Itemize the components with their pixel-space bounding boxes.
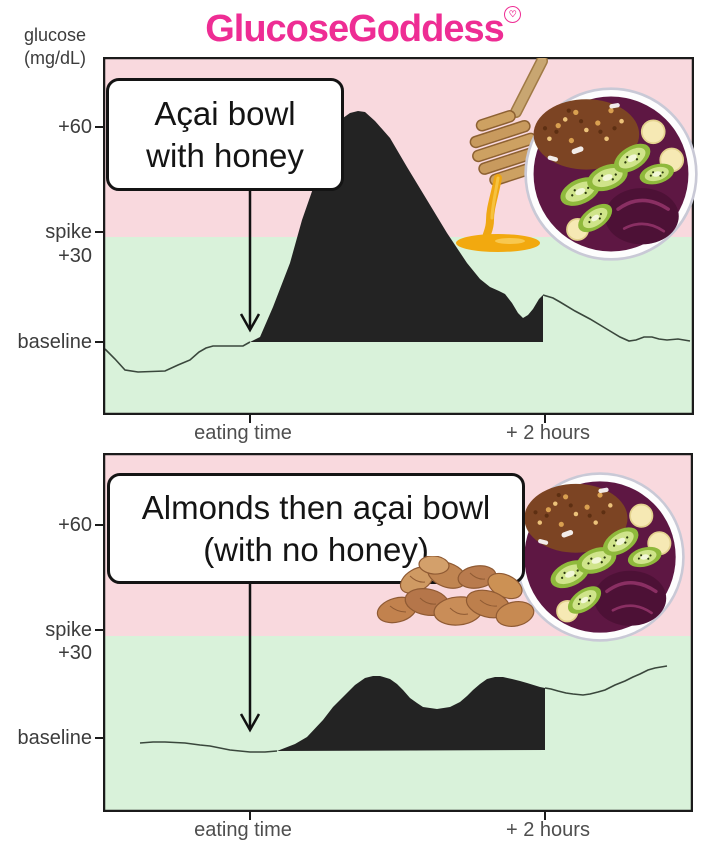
heart-registered-icon: ♡ [503, 6, 521, 23]
x-label-two-hours: + 2 hours [506, 422, 590, 444]
glucose-line-pre [139, 741, 278, 753]
y-tick-spike [95, 629, 104, 631]
x-tick-two-hours [544, 415, 546, 423]
y-label-plus60: +60 [58, 514, 92, 536]
almonds-image [372, 555, 542, 634]
y-label-plus60: +60 [58, 116, 92, 138]
annotation-arrow-head [239, 313, 261, 333]
y-label-baseline: baseline [17, 727, 92, 749]
acai-bowl-image [523, 86, 699, 262]
x-label-two-hours: + 2 hours [506, 819, 590, 841]
annotation-arrow-head [239, 713, 261, 733]
glucose-spike-area [277, 676, 545, 751]
acai-bowl-image [514, 471, 686, 643]
chart-border [103, 57, 694, 415]
brand-logo: GlucoseGoddess ♡ [0, 6, 726, 51]
y-label-spike: spike [45, 221, 92, 243]
y-label-baseline: baseline [17, 331, 92, 353]
x-label-eating-time: eating time [194, 819, 292, 841]
chart-border [103, 453, 693, 812]
x-label-eating-time: eating time [194, 422, 292, 444]
kiwi-slices [560, 143, 674, 233]
y-label-plus30: +30 [58, 245, 92, 267]
glucose-line-pre [104, 341, 251, 373]
y-label-spike: spike [45, 619, 92, 641]
kiwi-slices [550, 527, 662, 614]
y-tick-plus60 [95, 524, 104, 526]
y-tick-plus60 [95, 126, 104, 128]
annotation-text-line2: (with no honey) [203, 530, 429, 568]
honey-dipper-image [448, 55, 560, 254]
glucose-line-post [542, 294, 691, 342]
x-tick-two-hours [544, 812, 546, 820]
annotation-text-line1: Açai bowl [154, 94, 296, 132]
y-axis-title: glucose (mg/dL) [16, 24, 94, 69]
x-tick-eating-time [249, 812, 251, 820]
y-label-plus30: +30 [58, 642, 92, 664]
annotation-text-line1: Almonds then açai bowl [141, 488, 491, 526]
brand-logo-text: GlucoseGoddess [205, 8, 505, 50]
x-tick-eating-time [249, 415, 251, 423]
annotation-box-acai-honey: Açai bowl with honey [106, 78, 344, 191]
y-tick-baseline [95, 737, 104, 739]
y-tick-spike [95, 231, 104, 233]
annotation-text-line2: with honey [146, 136, 304, 174]
y-tick-baseline [95, 341, 104, 343]
glucose-line-post [544, 665, 668, 696]
y-axis-title-line2: (mg/dL) [23, 47, 86, 68]
y-axis-title-line1: glucose [23, 25, 87, 45]
